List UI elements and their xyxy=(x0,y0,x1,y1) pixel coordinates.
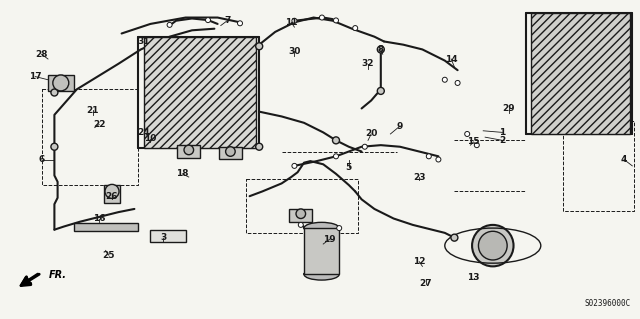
Text: 15: 15 xyxy=(467,137,480,146)
Text: 5: 5 xyxy=(346,163,352,172)
Text: 17: 17 xyxy=(29,72,42,81)
Circle shape xyxy=(472,225,513,266)
Circle shape xyxy=(337,226,342,231)
Text: 21: 21 xyxy=(86,106,99,115)
Bar xyxy=(304,228,339,274)
Circle shape xyxy=(292,163,297,168)
Circle shape xyxy=(333,154,339,159)
Circle shape xyxy=(167,22,172,27)
Circle shape xyxy=(333,137,339,144)
Circle shape xyxy=(256,143,262,150)
Circle shape xyxy=(51,89,58,96)
Text: 28: 28 xyxy=(35,50,48,59)
Bar xyxy=(144,37,256,148)
Text: 1: 1 xyxy=(499,128,506,137)
Circle shape xyxy=(378,87,384,94)
Text: 11: 11 xyxy=(285,18,298,27)
Circle shape xyxy=(451,234,458,241)
Circle shape xyxy=(455,80,460,85)
Circle shape xyxy=(479,231,507,260)
Circle shape xyxy=(53,75,68,91)
Text: 7: 7 xyxy=(224,16,230,25)
Circle shape xyxy=(426,154,431,159)
Text: 29: 29 xyxy=(502,104,515,113)
Bar xyxy=(104,185,120,203)
Text: 26: 26 xyxy=(106,192,118,201)
Circle shape xyxy=(378,46,384,53)
Text: 22: 22 xyxy=(93,120,106,129)
Text: 18: 18 xyxy=(176,169,189,178)
Bar xyxy=(48,75,74,91)
Text: 8: 8 xyxy=(378,45,384,54)
Circle shape xyxy=(333,18,339,23)
Text: 2: 2 xyxy=(499,136,506,145)
Text: S02396000C: S02396000C xyxy=(584,299,630,308)
Circle shape xyxy=(442,77,447,82)
Text: 10: 10 xyxy=(144,134,157,143)
Circle shape xyxy=(205,18,211,23)
Circle shape xyxy=(256,43,262,50)
Bar xyxy=(74,223,138,231)
Text: 12: 12 xyxy=(413,257,426,266)
Circle shape xyxy=(296,209,305,219)
Bar xyxy=(289,209,312,222)
Text: 19: 19 xyxy=(323,235,336,244)
Circle shape xyxy=(319,15,324,20)
Text: 3: 3 xyxy=(160,233,166,242)
Text: 23: 23 xyxy=(413,173,426,182)
Text: 14: 14 xyxy=(445,55,458,63)
Text: 27: 27 xyxy=(419,279,432,288)
Circle shape xyxy=(298,222,303,227)
Circle shape xyxy=(105,184,119,198)
Text: 25: 25 xyxy=(102,251,115,260)
Text: 4: 4 xyxy=(621,155,627,164)
Circle shape xyxy=(353,26,358,31)
Text: 30: 30 xyxy=(288,47,301,56)
Circle shape xyxy=(362,144,367,149)
Text: 20: 20 xyxy=(365,130,378,138)
Circle shape xyxy=(237,21,243,26)
Circle shape xyxy=(436,157,441,162)
Text: FR.: FR. xyxy=(49,270,67,279)
Ellipse shape xyxy=(304,269,339,280)
Text: 16: 16 xyxy=(93,214,106,223)
Ellipse shape xyxy=(304,222,339,234)
Text: 31: 31 xyxy=(138,37,150,46)
Bar xyxy=(177,145,200,158)
Circle shape xyxy=(474,143,479,148)
Circle shape xyxy=(184,145,193,155)
Text: 6: 6 xyxy=(38,155,45,164)
Bar xyxy=(531,13,630,134)
Circle shape xyxy=(226,147,235,156)
Circle shape xyxy=(292,18,297,23)
Text: 13: 13 xyxy=(467,273,480,282)
Bar xyxy=(219,147,242,160)
Text: 24: 24 xyxy=(138,128,150,137)
Circle shape xyxy=(465,131,470,137)
Bar xyxy=(150,230,186,242)
Text: 32: 32 xyxy=(362,59,374,68)
Text: 9: 9 xyxy=(397,122,403,130)
Circle shape xyxy=(51,143,58,150)
